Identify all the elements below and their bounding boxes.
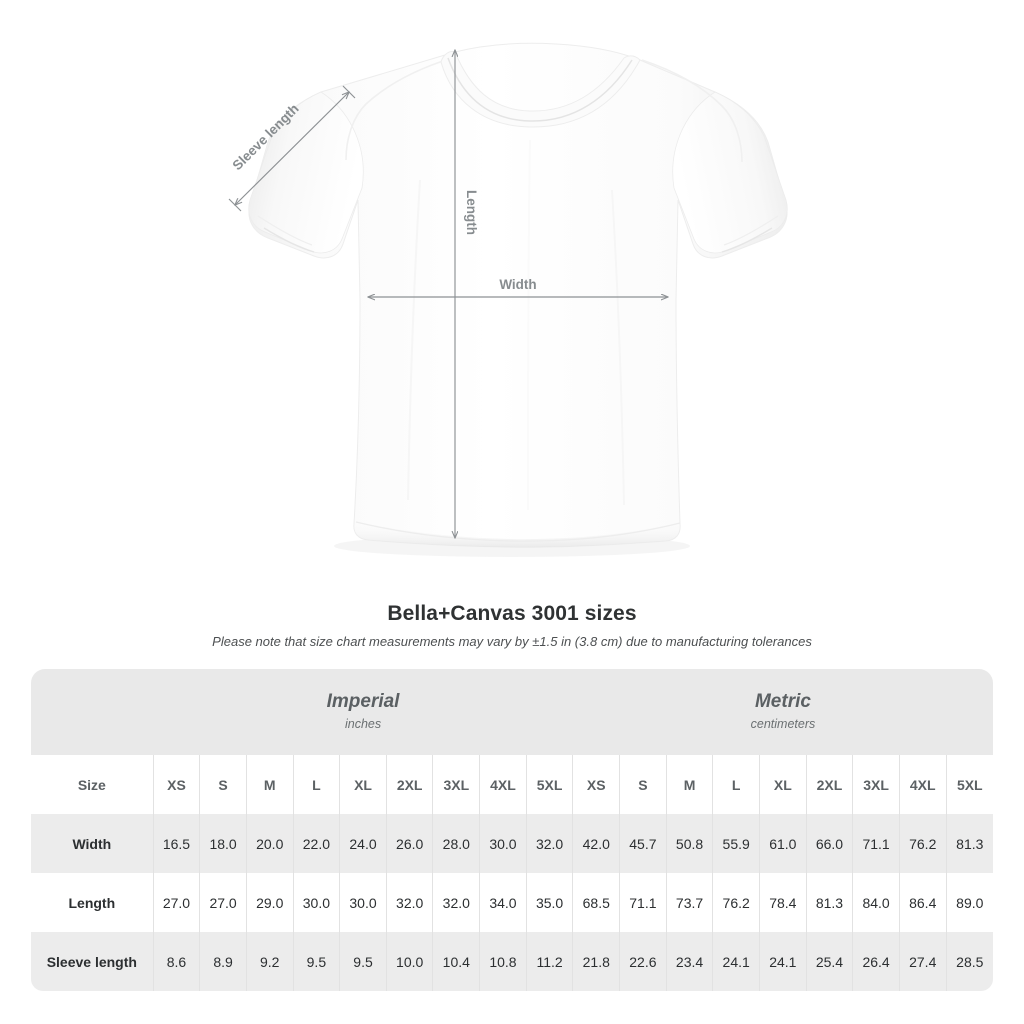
cell-value: 81.3: [945, 814, 993, 873]
row-label-sleeve-length: Sleeve length: [31, 932, 154, 991]
cell-value: 10.8: [479, 932, 527, 991]
size-header-cell: S: [619, 755, 667, 814]
size-header-cell: XL: [759, 755, 807, 814]
unit-group-metric-name: Metric: [754, 691, 811, 713]
cell-value: 9.5: [339, 932, 387, 991]
cell-value: 11.2: [525, 932, 573, 991]
cell-value: 24.1: [759, 932, 807, 991]
cell-value: 27.0: [152, 873, 200, 932]
cell-value: 32.0: [432, 873, 480, 932]
size-header-cell: 3XL: [432, 755, 480, 814]
cell-value: 28.5: [945, 932, 993, 991]
cell-value: 26.0: [385, 814, 433, 873]
cell-value: 76.2: [712, 873, 760, 932]
tshirt-diagram: Sleeve length Length Width: [228, 42, 788, 557]
cell-value: 66.0: [805, 814, 853, 873]
unit-group-metric: Metric centimeters: [572, 669, 993, 755]
size-header-cell: 4XL: [479, 755, 527, 814]
size-chart-table: Imperial inches Metric centimeters Size …: [31, 669, 993, 991]
table-row: Length 27.0 27.0 29.0 30.0 30.0 32.0 32.…: [31, 873, 993, 932]
size-header-cell: 5XL: [525, 755, 573, 814]
size-header-cell: M: [665, 755, 713, 814]
unit-group-imperial-sub: inches: [344, 716, 382, 731]
cell-value: 55.9: [712, 814, 760, 873]
measurement-tolerance-note: Please note that size chart measurements…: [212, 634, 812, 649]
cell-value: 27.0: [199, 873, 247, 932]
cell-value: 24.1: [712, 932, 760, 991]
size-header-cell: XS: [152, 755, 200, 814]
cell-value: 42.0: [572, 814, 620, 873]
cell-value: 32.0: [525, 814, 573, 873]
unit-group-imperial-name: Imperial: [326, 691, 400, 713]
cell-value: 71.1: [852, 814, 900, 873]
table-row: Sleeve length 8.6 8.9 9.2 9.5 9.5 10.0 1…: [31, 932, 993, 991]
cell-value: 32.0: [385, 873, 433, 932]
cell-value: 86.4: [898, 873, 947, 932]
cell-value: 50.8: [665, 814, 713, 873]
page-title: Bella+Canvas 3001 sizes: [387, 602, 637, 625]
cell-value: 26.4: [852, 932, 900, 991]
cell-value: 8.6: [152, 932, 200, 991]
cell-value: 24.0: [339, 814, 387, 873]
length-label: Length: [464, 190, 479, 235]
cell-value: 45.7: [619, 814, 667, 873]
size-header-cell: XS: [572, 755, 620, 814]
cell-value: 10.0: [385, 932, 433, 991]
size-header-cell: M: [245, 755, 294, 814]
cell-value: 18.0: [199, 814, 247, 873]
unit-banner-row: Imperial inches Metric centimeters: [31, 669, 993, 755]
size-header-cell: XL: [339, 755, 387, 814]
cell-value: 81.3: [805, 873, 853, 932]
cell-value: 21.8: [572, 932, 620, 991]
size-header-cell: 2XL: [805, 755, 853, 814]
size-header-cell: L: [292, 755, 340, 814]
cell-value: 76.2: [898, 814, 947, 873]
cell-value: 22.6: [619, 932, 667, 991]
garment-illustration: Sleeve length Length Width: [228, 42, 788, 557]
cell-value: 78.4: [759, 873, 807, 932]
table-row: Width 16.5 18.0 20.0 22.0 24.0 26.0 28.0…: [31, 814, 993, 873]
cell-value: 22.0: [292, 814, 340, 873]
size-corner-label: Size: [31, 755, 154, 814]
cell-value: 68.5: [572, 873, 620, 932]
cell-value: 30.0: [479, 814, 527, 873]
cell-value: 9.5: [292, 932, 340, 991]
width-annotation: Width: [368, 277, 668, 297]
shirt-body: [248, 42, 788, 548]
size-header-cell: 5XL: [945, 755, 993, 814]
cell-value: 16.5: [152, 814, 200, 873]
cell-value: 10.4: [432, 932, 480, 991]
cell-value: 73.7: [665, 873, 713, 932]
cell-value: 28.0: [432, 814, 480, 873]
cell-value: 29.0: [245, 873, 294, 932]
size-chart-table-container: Imperial inches Metric centimeters Size …: [31, 669, 993, 991]
unit-banner-spacer: [31, 669, 154, 755]
cell-value: 25.4: [805, 932, 853, 991]
unit-group-metric-sub: centimeters: [750, 716, 816, 731]
cell-value: 89.0: [945, 873, 993, 932]
cell-value: 9.2: [245, 932, 294, 991]
cell-value: 71.1: [619, 873, 667, 932]
cell-value: 27.4: [898, 932, 947, 991]
cell-value: 30.0: [292, 873, 340, 932]
width-label: Width: [499, 277, 536, 292]
size-header-row: Size XS S M L XL 2XL 3XL 4XL 5XL XS S M …: [31, 755, 993, 814]
row-label-width: Width: [31, 814, 154, 873]
cell-value: 20.0: [245, 814, 294, 873]
cell-value: 8.9: [199, 932, 247, 991]
cell-value: 61.0: [759, 814, 807, 873]
row-label-length: Length: [31, 873, 154, 932]
cell-value: 34.0: [479, 873, 527, 932]
size-header-cell: 3XL: [852, 755, 900, 814]
size-header-cell: S: [199, 755, 247, 814]
unit-group-imperial: Imperial inches: [153, 669, 573, 755]
cell-value: 84.0: [852, 873, 900, 932]
cell-value: 23.4: [665, 932, 713, 991]
size-header-cell: 2XL: [385, 755, 433, 814]
cell-value: 30.0: [339, 873, 387, 932]
size-header-cell: L: [712, 755, 760, 814]
cell-value: 35.0: [525, 873, 573, 932]
size-header-cell: 4XL: [898, 755, 947, 814]
